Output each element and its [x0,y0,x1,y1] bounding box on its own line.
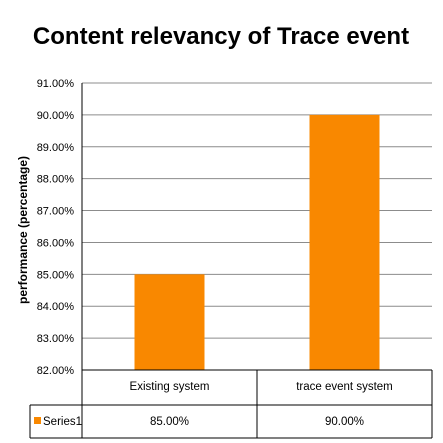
y-tick-label: 91.00% [37,78,75,90]
y-tick-label: 87.00% [37,206,75,218]
legend-swatch [34,417,41,424]
bars [134,114,380,370]
y-tick-label: 89.00% [37,142,75,154]
y-tick-label: 86.00% [37,237,75,249]
y-tick-labels: 82.00% 83.00% 84.00% 85.00% 86.00% 87.00% 88.0… [37,78,75,377]
bar [134,274,205,370]
chart-title: Content relevancy of Trace event [33,23,409,50]
legend-label: Series1 [43,416,82,428]
y-tick-label: 82.00% [37,365,75,377]
bar [309,114,380,370]
table-value: 85.00% [150,416,189,428]
category-label: Existing system [130,381,210,393]
data-table: Existing system 85.00% trace event system 9… [29,83,433,439]
table-value: 90.00% [325,416,364,428]
y-tick-label: 88.00% [37,174,75,186]
y-tick-label: 83.00% [37,333,75,345]
y-tick-label: 90.00% [37,110,75,122]
y-tick-label: 85.00% [37,269,75,281]
category-label: trace event system [296,381,393,393]
y-axis-label: performance (percentage) [16,156,30,304]
y-tick-label: 84.00% [37,301,75,313]
